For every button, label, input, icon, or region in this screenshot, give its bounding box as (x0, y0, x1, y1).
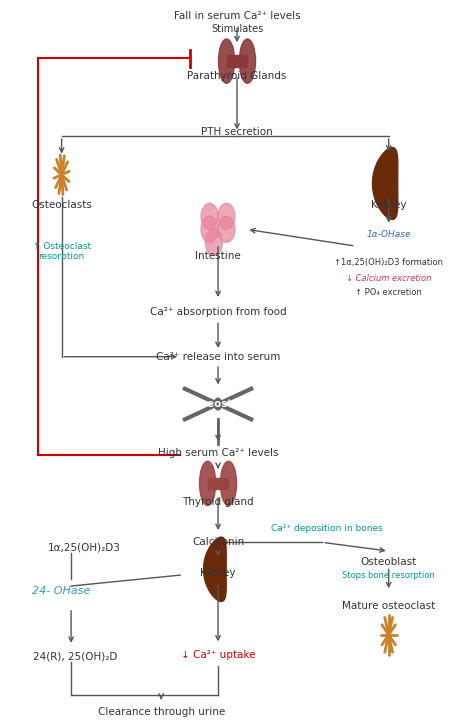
Text: ↓ Ca²⁺ uptake: ↓ Ca²⁺ uptake (181, 650, 255, 660)
Polygon shape (373, 148, 398, 219)
Text: Stimulates: Stimulates (211, 24, 263, 34)
Text: 24- OHase: 24- OHase (32, 586, 91, 596)
Circle shape (201, 216, 218, 242)
Text: Intestine: Intestine (195, 251, 241, 261)
Text: Mature osteoclast: Mature osteoclast (342, 601, 435, 611)
Text: Osteoblast: Osteoblast (361, 557, 417, 567)
Circle shape (201, 203, 218, 229)
Text: 1α,25(OH)₂D3: 1α,25(OH)₂D3 (47, 542, 120, 553)
Bar (208, 478, 228, 489)
Text: resorption: resorption (38, 253, 85, 261)
Text: Homeostasis: Homeostasis (180, 399, 256, 409)
Circle shape (214, 398, 222, 410)
Text: ↑1α,25(OH)₂D3 formation: ↑1α,25(OH)₂D3 formation (334, 258, 443, 266)
Polygon shape (203, 537, 226, 601)
Text: High serum Ca²⁺ levels: High serum Ca²⁺ levels (158, 448, 278, 458)
Text: Ca²⁺ absorption from food: Ca²⁺ absorption from food (150, 306, 286, 317)
Ellipse shape (239, 39, 255, 83)
Text: Fall in serum Ca²⁺ levels: Fall in serum Ca²⁺ levels (173, 11, 301, 21)
Text: ↓ Calcium excretion: ↓ Calcium excretion (346, 274, 431, 282)
Text: Clearance through urine: Clearance through urine (98, 707, 225, 717)
Text: Kidney: Kidney (371, 200, 406, 210)
Text: PTH secretion: PTH secretion (201, 127, 273, 138)
Text: Thyroid gland: Thyroid gland (182, 497, 254, 507)
Text: ↑ PO₄ excretion: ↑ PO₄ excretion (355, 288, 422, 297)
Ellipse shape (219, 39, 235, 83)
Ellipse shape (200, 462, 216, 505)
Text: Ca²⁺ release into serum: Ca²⁺ release into serum (156, 352, 280, 362)
Text: Kidney: Kidney (201, 568, 236, 578)
Text: 24(R), 25(OH)₂D: 24(R), 25(OH)₂D (33, 652, 118, 662)
Text: 1α-OHase: 1α-OHase (366, 230, 411, 239)
Text: Parathyroid Glands: Parathyroid Glands (187, 71, 287, 81)
Text: Stops bone resorption: Stops bone resorption (342, 571, 435, 579)
Circle shape (205, 229, 222, 256)
Text: Calcitonin: Calcitonin (192, 537, 244, 547)
Text: Osteoclasts: Osteoclasts (31, 200, 92, 210)
Text: Ca²⁺ deposition in bones: Ca²⁺ deposition in bones (271, 524, 383, 533)
Text: ↑ Osteoclast: ↑ Osteoclast (33, 242, 91, 250)
Ellipse shape (220, 462, 237, 505)
Bar (227, 55, 247, 67)
Circle shape (218, 203, 235, 229)
Circle shape (218, 216, 235, 242)
